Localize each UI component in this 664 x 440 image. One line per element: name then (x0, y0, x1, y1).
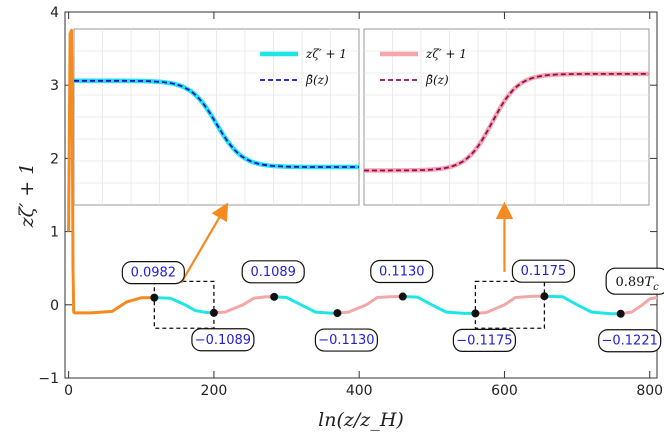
callout-box (314, 328, 378, 352)
series-line (337, 295, 403, 315)
y-tick-label: 4 (50, 5, 59, 21)
series-line (475, 294, 545, 315)
x-tick-label: 800 (636, 383, 663, 399)
zoom-region-box (153, 280, 215, 329)
series-line (274, 295, 338, 315)
callout-label: −0.1175 (456, 333, 512, 348)
y-tick-label: 3 (50, 78, 59, 94)
y-tick-label: 2 (50, 151, 59, 167)
data-point (270, 292, 279, 301)
inset-left-legend-label: zζ′ + 1 (305, 47, 347, 61)
callout-box (121, 261, 185, 285)
callout-box (370, 259, 434, 284)
y-axis-title: zζ′ + 1 (16, 163, 38, 229)
callout-label: 0.1089 (250, 265, 296, 280)
callout-label: 0.1130 (379, 265, 425, 280)
temperature-symbol: T (644, 275, 654, 290)
series-line (67, 28, 155, 315)
inset-right-dashed-curve (364, 73, 649, 172)
y-tick-label: −1 (38, 371, 59, 387)
callout-box (241, 260, 305, 284)
callout-label: 0.0982 (131, 266, 177, 281)
x-tick-label: 600 (491, 383, 518, 399)
y-tick-label: 1 (50, 225, 59, 241)
callout-box (511, 259, 576, 283)
zoom-region-box (474, 280, 546, 329)
y-tick-label: 0 (50, 298, 59, 314)
arrow-to-inset (180, 202, 229, 284)
data-point (616, 309, 625, 318)
temperature-value: 0.89 (616, 275, 645, 290)
callout-label: −0.1089 (195, 333, 251, 348)
x-tick-label: 200 (201, 383, 228, 399)
x-tick-label: 400 (346, 383, 373, 399)
temperature-subscript: c (653, 282, 659, 293)
callout-label: −0.1221 (601, 334, 657, 349)
data-point (150, 293, 159, 302)
data-point (471, 309, 480, 318)
inset-left-legend-label: β̄(z) (305, 73, 329, 87)
data-point (540, 292, 549, 301)
inset-right-legend-label: β̄(z) (425, 73, 449, 87)
inset-left-dashed-curve (74, 79, 359, 168)
x-tick-label: 0 (64, 383, 73, 399)
series-line (620, 296, 658, 316)
temperature-label: 0.89Tc (616, 275, 660, 293)
data-point (398, 292, 407, 301)
plot-frame (64, 11, 658, 379)
inset-right-legend-label: zζ′ + 1 (425, 47, 467, 61)
temperature-box (605, 267, 664, 295)
data-point (209, 308, 218, 317)
data-point (333, 309, 342, 318)
callout-box (598, 329, 662, 353)
series-line (213, 295, 275, 315)
callout-label: 0.1175 (521, 264, 567, 279)
callout-box (191, 328, 255, 352)
series-line (544, 294, 621, 316)
series-line (154, 296, 214, 315)
x-axis-title: ln(z/z_H) (318, 409, 404, 431)
callout-box (452, 328, 517, 353)
callout-label: −0.1130 (318, 333, 374, 348)
series-line (402, 295, 476, 315)
